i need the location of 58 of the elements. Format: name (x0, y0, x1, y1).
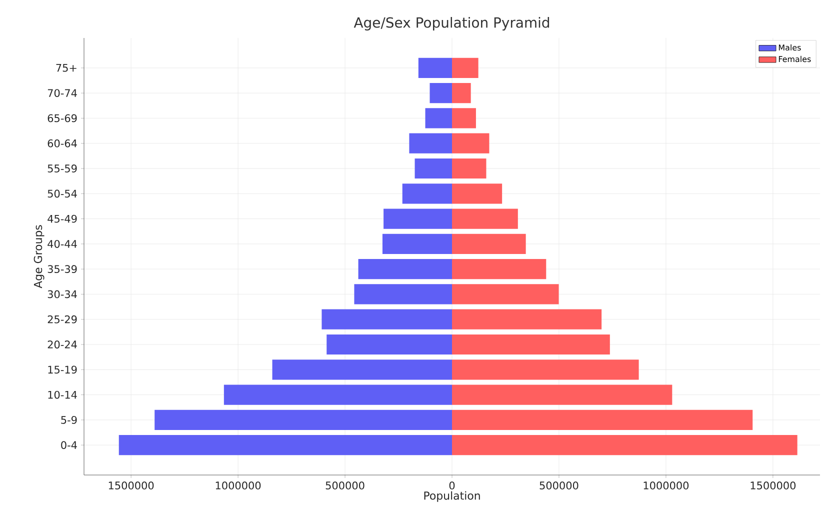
bar (452, 133, 490, 154)
bar (452, 234, 526, 254)
x-axis-title: Population (424, 491, 480, 502)
bar (452, 108, 476, 128)
x-tick-label: 1500000 (108, 482, 154, 490)
y-tick-label: 75+ (56, 64, 76, 72)
y-tick-label: 55-59 (48, 164, 77, 172)
y-tick-label: 20-24 (48, 340, 77, 348)
bar (154, 410, 452, 430)
bar (452, 309, 602, 330)
bar (418, 58, 452, 78)
bar (452, 184, 502, 204)
bar (452, 158, 486, 179)
y-tick-label: 5-9 (61, 416, 77, 424)
bar (118, 435, 452, 456)
bar (452, 58, 478, 78)
y-tick-label: 35-39 (48, 265, 77, 274)
x-tick-label: 1500000 (750, 482, 796, 490)
bar (425, 108, 452, 128)
bar (322, 309, 452, 330)
bar (326, 334, 452, 355)
y-tick-label: 0-4 (61, 441, 77, 450)
y-tick-label: 60-64 (48, 139, 77, 148)
bar (224, 384, 452, 405)
bar (452, 360, 639, 380)
bar (452, 435, 798, 456)
bar (452, 83, 471, 104)
x-tick-label: 500000 (540, 482, 578, 490)
y-tick-label: 70-74 (48, 89, 77, 98)
chart-title: Age/Sex Population Pyramid (354, 16, 550, 30)
y-tick-label: 30-34 (48, 290, 77, 298)
y-tick-label: 65-69 (48, 114, 77, 122)
bar (354, 284, 452, 304)
y-tick-label: 50-54 (48, 190, 77, 198)
bar (409, 133, 452, 154)
y-tick-label: 40-44 (48, 240, 77, 248)
bar (452, 259, 546, 280)
bar (452, 284, 559, 304)
x-tick-label: 0 (449, 482, 455, 490)
x-tick-label: 1000000 (644, 482, 689, 490)
y-tick-label: 10-14 (48, 390, 77, 399)
y-tick-label: 25-29 (48, 315, 77, 324)
bar (358, 259, 452, 280)
bar (382, 234, 452, 254)
bar (384, 208, 452, 229)
x-tick-label: 500000 (326, 482, 364, 490)
x-tick-label: 1000000 (216, 482, 261, 490)
bar (402, 184, 452, 204)
bar (452, 334, 610, 355)
bar (452, 384, 672, 405)
y-axis-title: Age Groups (34, 225, 44, 288)
y-tick-label: 15-19 (48, 366, 77, 374)
bar (414, 158, 452, 179)
bar (452, 208, 518, 229)
bar (452, 410, 753, 430)
bar (272, 360, 452, 380)
bar (430, 83, 452, 104)
y-tick-label: 45-49 (48, 214, 77, 223)
